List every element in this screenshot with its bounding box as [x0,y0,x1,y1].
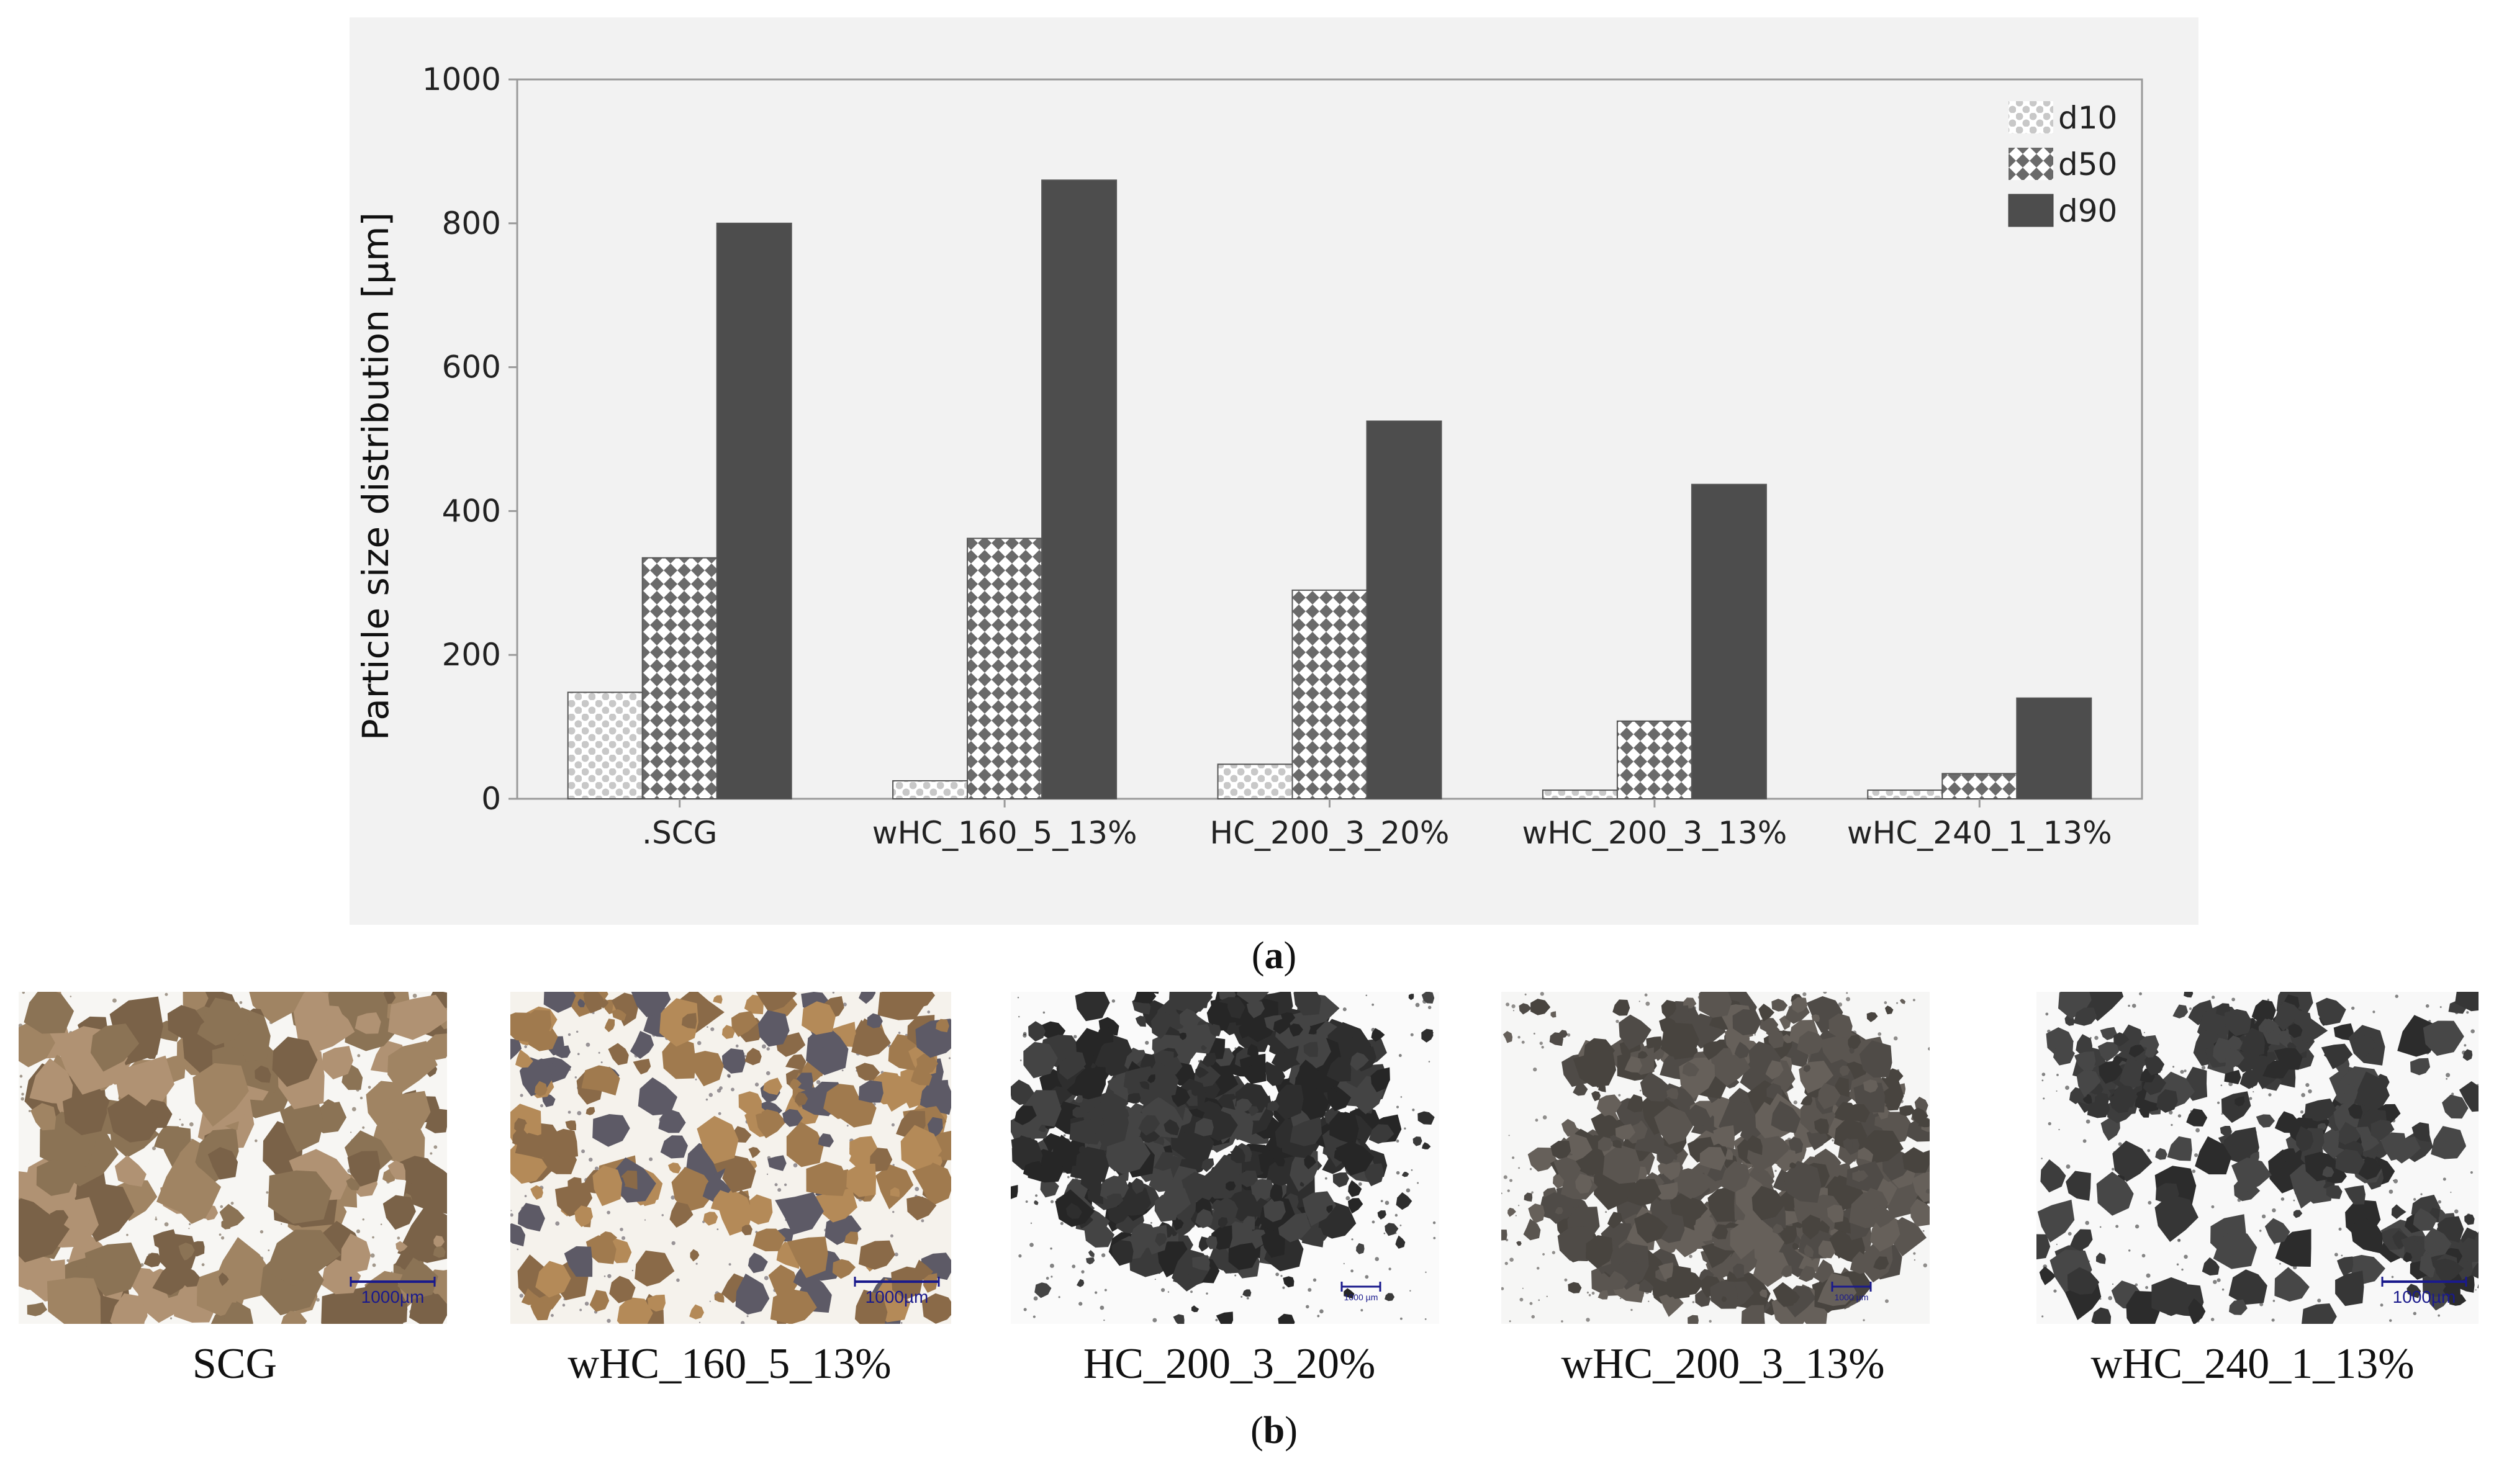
bar-d50 [641,557,718,799]
x-tick-label: wHC_240_1_13% [1847,815,2112,851]
y-tick-label: 800 [442,205,501,241]
bar-d90 [1041,179,1118,799]
legend-swatch-d50 [2009,148,2053,180]
bar-d90 [2016,697,2092,799]
bar-d10 [567,691,643,800]
micrograph-canvas: 1000 µm [1011,992,1439,1324]
caption-a-letter: a [1264,935,1284,977]
micrograph-image: 1000 µm [1501,992,1930,1324]
legend-label-d50: d50 [2058,146,2117,182]
scale-bar-label: 1000µm [2393,1287,2456,1306]
bar-d50 [967,537,1043,800]
caption-a: (a) [1251,935,1297,977]
bar-d50 [1291,589,1368,799]
micrograph-label: HC_200_3_20% [1083,1340,1376,1388]
bar-d50 [1941,773,2018,800]
scale-bar-label: 1000 µm [1835,1292,1869,1302]
x-axis-labels: .SCG wHC_160_5_13% HC_200_3_20% wHC_200_3_1… [642,815,2112,851]
bar-d90 [716,222,792,799]
micrograph-canvas: 1000µm [2036,992,2479,1324]
y-axis-ticks: 0 200 400 600 800 1000 [422,61,517,817]
bar-d10 [1217,763,1293,800]
chart-panel: 0 200 400 600 800 1000 .SCG wHC_160_5_13% HC_20… [350,17,2198,925]
x-tick-label: .SCG [642,815,717,851]
micrograph-image: 1000 µm [1011,992,1439,1324]
x-tick-label: wHC_160_5_13% [872,815,1137,851]
micrograph-canvas: 1000 µm [1501,992,1930,1324]
micrograph-label: wHC_160_5_13% [567,1340,892,1388]
bar-d10 [1867,789,1943,800]
y-tick-label: 1000 [422,61,501,97]
y-tick-label: 600 [442,349,501,385]
caption-b: (b) [1250,1410,1298,1452]
legend: d10 d50 d90 [2008,100,2117,229]
micrograph-canvas: 1000µm [19,992,447,1324]
legend-swatch-d10 [2009,101,2053,133]
y-tick-label: 0 [481,781,501,817]
bar-chart: 0 200 400 600 800 1000 .SCG wHC_160_5_13% HC_20… [355,61,2143,851]
scale-bar-label: 1000 µm [1344,1292,1378,1302]
legend-swatch-d90 [2008,194,2054,227]
micrograph-label: SCG [192,1340,278,1388]
scale-bar-label: 1000µm [361,1287,425,1306]
x-tick-label: wHC_200_3_13% [1522,815,1787,851]
micrograph-label: wHC_240_1_13% [2090,1340,2415,1388]
x-tick-label: HC_200_3_20% [1210,815,1450,851]
legend-label-d10: d10 [2058,100,2117,136]
bar-d90 [1366,420,1442,799]
caption-b-letter: b [1263,1410,1285,1452]
micrograph-image: 1000µm [2036,992,2479,1324]
legend-label-d90: d90 [2058,193,2117,229]
micrograph-image: 1000µm [510,992,951,1324]
micrograph-canvas: 1000µm [510,992,951,1324]
y-axis-label: Particle size distribution [µm] [355,212,397,740]
bar-d10 [1542,789,1618,800]
bar-d90 [1691,483,1767,800]
y-tick-label: 200 [442,637,501,673]
micrograph-image: 1000µm [19,992,447,1324]
bars [567,179,2092,807]
bar-d50 [1616,720,1692,799]
y-tick-label: 400 [442,493,501,529]
scale-bar-label: 1000µm [865,1287,929,1306]
bar-d10 [892,780,969,800]
micrograph-label: wHC_200_3_13% [1561,1340,1885,1388]
